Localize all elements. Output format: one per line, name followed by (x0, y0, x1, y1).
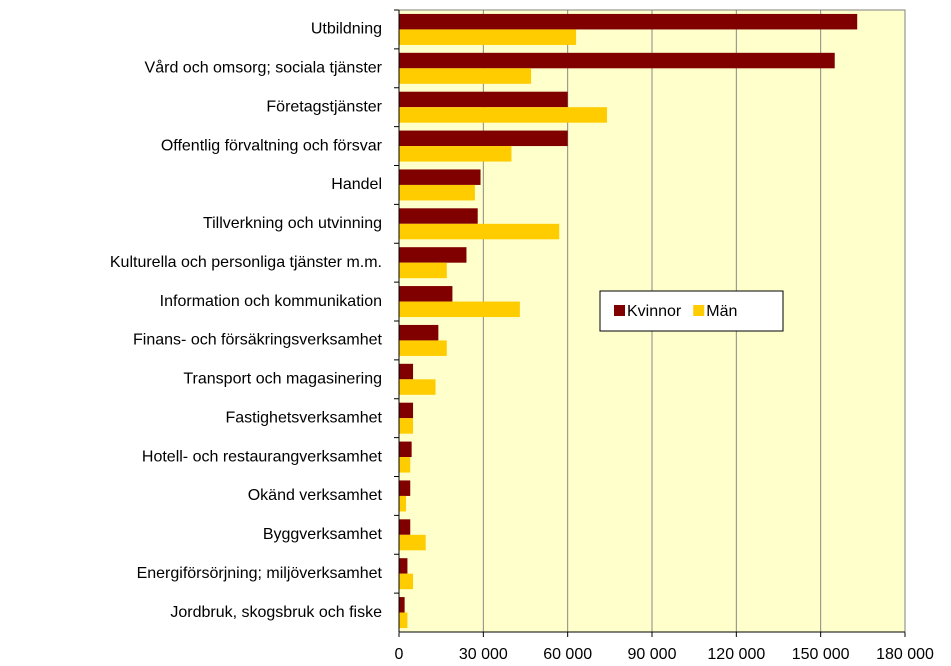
bar (399, 457, 411, 473)
y-tick-label: Okänd verksamhet (248, 487, 383, 504)
bar (399, 146, 512, 162)
bar (399, 558, 408, 574)
bar (399, 480, 411, 496)
x-tick-label: 60 000 (543, 646, 592, 663)
legend-box (599, 290, 784, 332)
bar (399, 184, 475, 201)
bar (399, 495, 407, 512)
bar (399, 324, 439, 341)
bar (399, 169, 481, 185)
legend: Kvinnor Män (599, 290, 784, 332)
y-tick-label: Jordbruk, skogsbruk och fiske (170, 604, 382, 621)
bar (399, 286, 453, 302)
y-tick-label: Kulturella och personliga tjänster m.m. (110, 254, 382, 271)
y-tick-label: Information och kommunikation (160, 293, 382, 310)
y-tick-label: Energiförsörjning; miljöverksamhet (137, 565, 383, 582)
y-tick-label: Utbildning (311, 21, 382, 38)
legend-label: Kvinnor (627, 303, 682, 320)
bar (399, 402, 414, 419)
bar (399, 247, 467, 263)
bar (399, 597, 405, 613)
bar (399, 91, 568, 108)
bar (399, 534, 426, 551)
bar (399, 519, 411, 535)
bar (399, 441, 412, 458)
bar (399, 340, 447, 356)
y-tick-label: Fastighetsverksamhet (225, 409, 382, 426)
bar (399, 107, 608, 123)
x-tick-label: 30 000 (459, 646, 508, 663)
bar (399, 130, 568, 147)
y-tick-label: Tillverkning och utvinning (203, 215, 382, 232)
bar (399, 612, 408, 629)
bar (399, 379, 436, 395)
bar (399, 223, 560, 240)
y-tick-label: Hotell- och restaurangverksamhet (142, 448, 383, 465)
x-tick-label: 0 (395, 646, 404, 663)
y-tick-label: Transport och magasinering (183, 371, 382, 388)
x-tick-label: 120 000 (707, 646, 765, 663)
bar (399, 52, 835, 69)
bar (399, 208, 478, 224)
y-tick-label: Finans- och försäkringsverksamhet (133, 332, 383, 349)
bar (399, 573, 414, 590)
bar (399, 29, 577, 45)
bar (399, 418, 414, 434)
y-tick-label: Handel (331, 176, 382, 193)
legend-label: Män (706, 303, 737, 320)
bar (399, 13, 858, 30)
legend-swatch (614, 305, 625, 316)
bar (399, 68, 532, 84)
bar (399, 301, 520, 318)
bar (399, 363, 414, 380)
legend-swatch (693, 305, 705, 316)
bar (399, 262, 447, 279)
x-tick-label: 150 000 (792, 646, 850, 663)
y-tick-label: Offentlig förvaltning och försvar (161, 137, 383, 154)
x-tick-label: 90 000 (628, 646, 677, 663)
y-tick-label: Vård och omsorg; sociala tjänster (145, 59, 383, 77)
y-tick-label: Byggverksamhet (263, 526, 383, 543)
y-tick-label: Företagstjänster (266, 98, 382, 115)
x-tick-label: 180 000 (876, 646, 934, 663)
